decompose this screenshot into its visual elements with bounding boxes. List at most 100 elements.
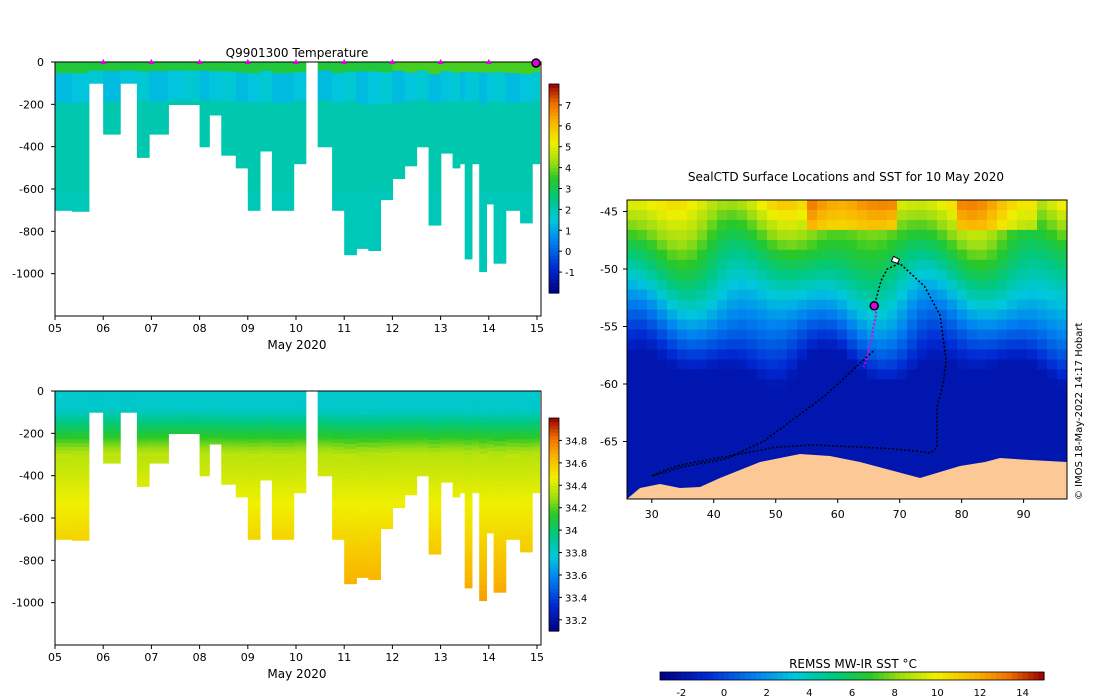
- sst-colorbar-segment: [756, 672, 762, 680]
- profile-cell: [199, 87, 210, 91]
- profile-cell: [404, 160, 418, 164]
- profile-cell: [416, 62, 430, 65]
- sst-cell: [777, 219, 788, 231]
- profile-cell: [464, 101, 473, 107]
- profile-cell: [199, 127, 210, 131]
- profile-cell: [317, 422, 333, 426]
- profile-cell: [452, 443, 461, 448]
- colorbar-segment: [549, 609, 559, 614]
- profile-cell: [209, 396, 222, 399]
- profile-cell: [459, 426, 466, 430]
- profile-cell: [136, 83, 150, 87]
- colorbar-segment: [549, 499, 559, 504]
- profile-cell: [103, 69, 121, 72]
- sst-cell: [967, 279, 978, 291]
- sst-cell: [977, 289, 988, 301]
- profile-cell: [247, 169, 261, 174]
- profile-cell: [317, 403, 333, 407]
- profile-cell: [471, 74, 480, 78]
- profile-cell: [416, 110, 430, 114]
- sst-cell: [647, 479, 658, 490]
- profile-cell: [55, 173, 73, 178]
- sst-cell: [627, 369, 638, 380]
- profile-cell: [380, 161, 393, 166]
- profile-cell: [380, 487, 393, 492]
- profile-cell: [392, 472, 406, 476]
- map-x-tick-label: 30: [645, 508, 659, 521]
- profile-cell: [209, 430, 222, 433]
- profile-cell: [493, 546, 507, 553]
- profile-cell: [356, 169, 369, 175]
- profile-cell: [293, 138, 307, 142]
- profile-cell: [368, 419, 381, 425]
- profile-cell: [416, 439, 430, 443]
- profile-cell: [493, 243, 507, 249]
- profile-cell: [120, 73, 138, 75]
- profile-cell: [55, 424, 73, 429]
- sst-cell: [807, 299, 818, 311]
- sst-cell: [627, 239, 638, 251]
- profile-cell: [459, 431, 466, 435]
- sst-cell: [1017, 249, 1028, 261]
- profile-cell: [440, 450, 454, 454]
- profile-cell: [271, 420, 295, 425]
- profile-cell: [293, 469, 307, 473]
- profile-cell: [103, 414, 121, 417]
- profile-cell: [486, 469, 495, 474]
- profile-cell: [344, 240, 357, 246]
- profile-cell: [103, 434, 121, 437]
- profile-cell: [486, 422, 495, 427]
- profile-cell: [332, 143, 345, 148]
- profile-cell: [356, 432, 369, 439]
- profile-cell: [505, 505, 521, 511]
- profile-cell: [199, 108, 210, 112]
- profile-cell: [452, 152, 461, 156]
- sst-cell: [787, 379, 798, 390]
- profile-cell: [356, 442, 369, 448]
- sst-cell: [857, 359, 868, 371]
- profile-cell: [293, 105, 307, 109]
- profile-cell: [486, 129, 495, 134]
- profile-cell: [317, 405, 333, 409]
- profile-cell: [486, 405, 495, 410]
- profile-cell: [505, 468, 521, 474]
- profile-cell: [55, 169, 73, 174]
- profile-cell: [71, 125, 90, 130]
- profile-cell: [55, 199, 73, 204]
- sst-cell: [987, 359, 998, 371]
- profile-cell: [55, 176, 73, 182]
- sst-cell: [807, 259, 818, 271]
- sst-colorbar-segment: [724, 672, 730, 680]
- profile-cell: [247, 199, 261, 204]
- profile-cell: [103, 452, 121, 455]
- sst-cell: [1037, 359, 1048, 371]
- profile-cell: [293, 77, 307, 81]
- profile-cell: [416, 405, 430, 409]
- profile-cell: [55, 113, 73, 119]
- sst-cell: [867, 210, 878, 221]
- sst-colorbar-tick-label: 0: [721, 688, 727, 699]
- profile-cell: [493, 62, 507, 68]
- profile-cell: [221, 106, 237, 110]
- profile-cell: [71, 118, 90, 123]
- profile-cell: [332, 69, 345, 74]
- sst-cell: [827, 210, 838, 221]
- sst-cell: [757, 259, 768, 271]
- profile-cell: [209, 434, 222, 437]
- profile-cell: [271, 505, 295, 511]
- profile-cell: [136, 426, 150, 430]
- colorbar-segment: [549, 418, 559, 423]
- profile-cell: [221, 442, 237, 446]
- profile-cell: [168, 73, 186, 76]
- profile-cell: [103, 441, 121, 444]
- profile-cell: [520, 491, 533, 497]
- sst-cell: [1047, 439, 1058, 450]
- profile-cell: [380, 507, 393, 512]
- profile-cell: [235, 99, 249, 103]
- profile-cell: [344, 230, 357, 236]
- profile-cell: [221, 89, 237, 93]
- profile-cell: [332, 84, 345, 89]
- sst-cell: [1007, 359, 1018, 371]
- colorbar-segment: [549, 435, 559, 440]
- sst-cell: [1007, 349, 1018, 361]
